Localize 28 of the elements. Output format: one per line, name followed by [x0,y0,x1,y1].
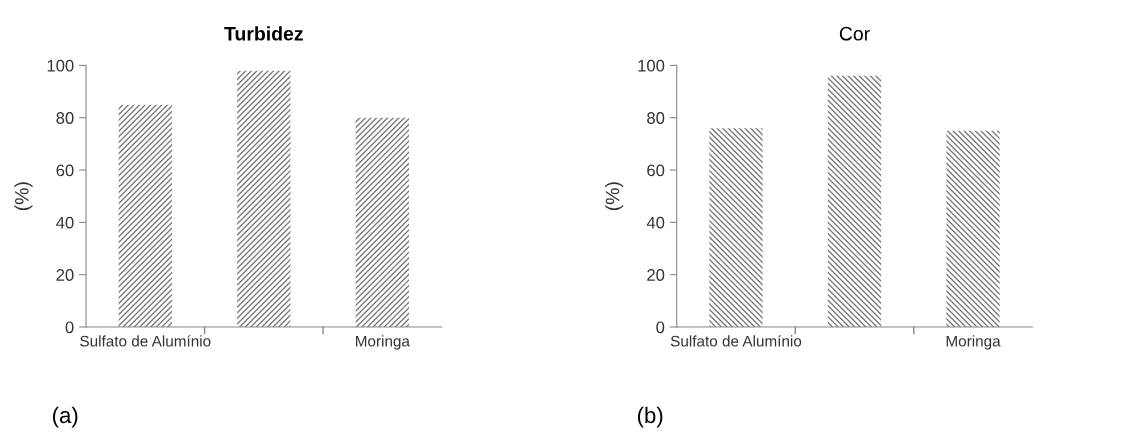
y-tick-label: 40 [56,216,74,229]
y-tick-label: 60 [56,164,74,177]
y-tick-label: 80 [647,112,665,124]
y-tick-label: 0 [65,321,74,334]
y-axis-title: (%) [605,182,624,211]
y-tick-label: 20 [647,269,665,281]
chart-title: Turbidez [224,26,303,41]
x-tick-label: Sulfato de Alumínio [80,335,211,347]
text: (b) [637,406,663,428]
y-tick-label: 100 [638,59,665,72]
bar [827,75,882,327]
y-tick-label: 80 [56,112,74,124]
y-axis-title: (%) [14,182,33,211]
y-tick-label: 40 [646,216,665,229]
y-tick-label: 0 [656,321,665,334]
y-tick-label: 100 [47,59,74,72]
x-tick-label: Sulfato de Alumínio [670,335,802,347]
text: (a) [52,406,78,428]
bar [237,70,291,327]
x-tick-label: Moringa [946,335,1001,350]
bar [946,130,1000,327]
bar [709,128,763,327]
chart-title: Cor [839,26,870,41]
x-tick-label: Moringa [355,335,410,350]
bar [355,117,409,327]
y-tick-label: 20 [56,269,74,281]
bar [118,104,172,327]
y-tick-label: 60 [647,164,665,177]
